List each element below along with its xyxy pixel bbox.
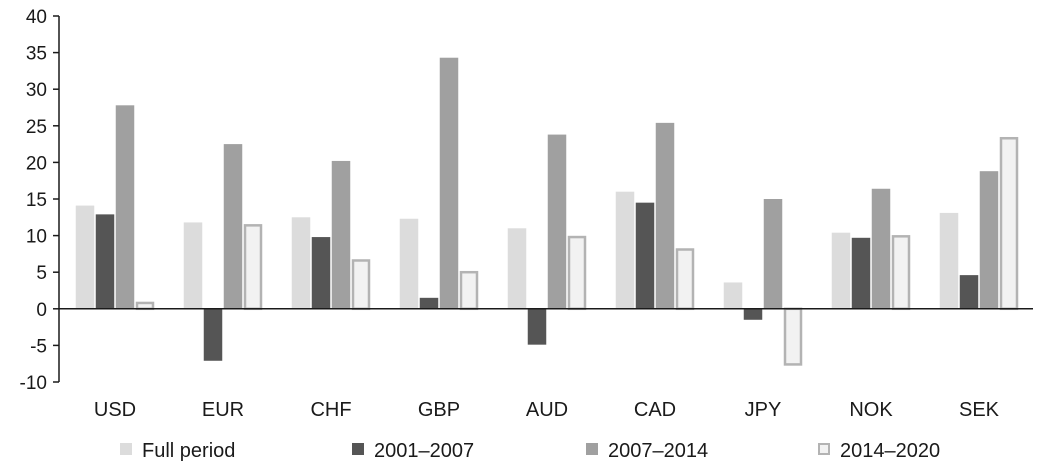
bar-nok-series-4 xyxy=(891,235,911,311)
y-tick-label: -10 xyxy=(20,373,47,394)
legend-swatch xyxy=(120,443,132,455)
bar-gbp-series-2 xyxy=(419,297,439,309)
bar-sek-series-4 xyxy=(999,136,1019,311)
bar-nok-series-3 xyxy=(871,188,891,309)
y-tick-label: 20 xyxy=(26,153,47,174)
x-category-label: EUR xyxy=(202,399,244,421)
bar-eur-series-4 xyxy=(243,224,263,311)
bar-chf-series-3 xyxy=(331,160,351,309)
bar-eur-series-2 xyxy=(203,308,223,361)
bar-cad-series-1 xyxy=(615,191,635,309)
y-tick-label: 15 xyxy=(26,190,47,211)
bar-nok-series-2 xyxy=(851,237,871,309)
x-category-label: SEK xyxy=(959,399,1000,421)
legend-label: Full period xyxy=(142,440,235,462)
bar-cad-series-3 xyxy=(655,122,675,309)
bar-usd-series-4 xyxy=(135,301,155,311)
x-category-label: NOK xyxy=(849,399,893,421)
legend: Full period 2001–2007 2007–2014 2014–2020 xyxy=(120,440,940,462)
legend-swatch xyxy=(818,443,830,455)
bar-cad-series-2 xyxy=(635,202,655,309)
x-category-label: AUD xyxy=(526,399,568,421)
bar-sek-series-1 xyxy=(939,212,959,309)
legend-label: 2014–2020 xyxy=(840,440,940,462)
bars xyxy=(75,57,1019,366)
bar-aud-series-4 xyxy=(567,235,587,311)
bar-eur-series-3 xyxy=(223,144,243,309)
bar-jpy-series-2 xyxy=(743,308,763,320)
y-tick-label: 35 xyxy=(26,44,47,65)
bar-usd-series-1 xyxy=(75,205,95,309)
bar-jpy-series-4 xyxy=(783,307,803,366)
y-tick-label: 25 xyxy=(26,117,47,138)
bar-gbp-series-1 xyxy=(399,218,419,309)
bar-aud-series-2 xyxy=(527,308,547,345)
y-tick-label: 30 xyxy=(26,80,47,101)
y-tick-label: 5 xyxy=(36,263,47,284)
bar-nok-series-1 xyxy=(831,232,851,309)
bar-chf-series-1 xyxy=(291,217,311,309)
y-tick-label: 0 xyxy=(36,300,47,321)
x-category-label: GBP xyxy=(418,399,460,421)
bar-sek-series-3 xyxy=(979,171,999,309)
legend-swatch xyxy=(586,443,598,455)
bar-eur-series-1 xyxy=(183,222,203,309)
bar-gbp-series-4 xyxy=(459,270,479,311)
y-tick-label: 40 xyxy=(26,7,47,28)
legend-label: 2007–2014 xyxy=(608,440,708,462)
x-category-label: USD xyxy=(94,399,136,421)
y-tick-label: 10 xyxy=(26,227,47,248)
bar-usd-series-2 xyxy=(95,214,115,309)
x-category-label: CAD xyxy=(634,399,676,421)
bar-usd-series-3 xyxy=(115,105,135,309)
bar-jpy-series-3 xyxy=(763,199,783,309)
x-category-label: JPY xyxy=(745,399,782,421)
bar-chf-series-2 xyxy=(311,237,331,309)
bar-aud-series-3 xyxy=(547,134,567,309)
x-axis-labels: USD EUR CHF GBP AUD CAD JPY NOK SEK xyxy=(94,399,1000,421)
bar-gbp-series-3 xyxy=(439,57,459,309)
bar-sek-series-2 xyxy=(959,275,979,309)
bar-chf-series-4 xyxy=(351,259,371,311)
legend-swatch xyxy=(352,443,364,455)
y-axis: 40 35 30 25 20 15 10 5 0 -5 -10 xyxy=(20,7,60,394)
legend-label: 2001–2007 xyxy=(374,440,474,462)
bar-cad-series-4 xyxy=(675,248,695,311)
x-category-label: CHF xyxy=(310,399,351,421)
bar-aud-series-1 xyxy=(507,228,527,309)
bar-jpy-series-1 xyxy=(723,282,743,309)
y-tick-label: -5 xyxy=(30,336,47,357)
